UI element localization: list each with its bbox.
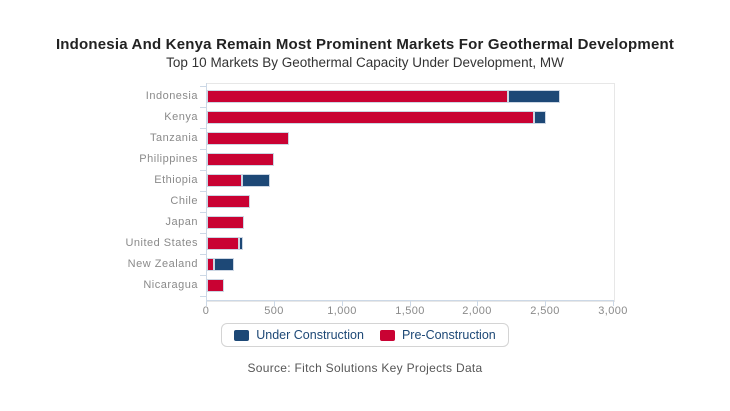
y-axis-tick [200, 190, 206, 192]
category-label-united-states: United States [125, 237, 198, 249]
x-axis-tick [613, 301, 614, 306]
y-axis-tick [200, 253, 206, 255]
bar-under-construction-indonesia [508, 90, 560, 103]
y-axis-tick [200, 274, 206, 276]
y-axis-tick [200, 127, 206, 129]
legend-frame: Under Construction Pre-Construction [221, 323, 509, 347]
bar-pre-construction-philippines [207, 153, 274, 166]
bar-pre-construction-new-zealand [207, 258, 214, 271]
x-tick-label-1500: 1,500 [395, 305, 425, 317]
legend-swatch-under-construction [234, 329, 250, 341]
x-axis-tick [410, 301, 411, 306]
category-label-chile: Chile [170, 195, 198, 207]
category-label-nicaragua: Nicaragua [143, 279, 198, 291]
x-axis-tick [477, 301, 478, 306]
category-label-japan: Japan [165, 216, 198, 228]
x-tick-label-2500: 2,500 [530, 305, 560, 317]
legend: Under Construction Pre-Construction [0, 323, 730, 347]
x-axis-tick [274, 301, 275, 306]
y-axis-line [206, 83, 207, 301]
category-label-kenya: Kenya [164, 111, 198, 123]
bar-pre-construction-kenya [207, 111, 534, 124]
legend-item-pre-construction: Pre-Construction [379, 328, 496, 342]
x-tick-label-500: 500 [264, 305, 284, 317]
legend-item-under-construction: Under Construction [234, 328, 364, 342]
chart-title: Indonesia And Kenya Remain Most Prominen… [55, 36, 675, 53]
legend-swatch-pre-construction [379, 329, 395, 341]
bar-under-construction-united-states [239, 237, 243, 250]
category-label-philippines: Philippines [139, 153, 198, 165]
y-axis-tick [200, 295, 206, 297]
x-axis-tick [206, 301, 207, 306]
x-axis-tick [545, 301, 546, 306]
bar-pre-construction-ethiopia [207, 174, 242, 187]
legend-label-pre-construction: Pre-Construction [401, 328, 496, 342]
y-axis-tick [200, 85, 206, 87]
bar-under-construction-new-zealand [214, 258, 234, 271]
y-axis-tick [200, 232, 206, 234]
legend-label-under-construction: Under Construction [256, 328, 364, 342]
source-note: Source: Fitch Solutions Key Projects Dat… [247, 361, 483, 375]
bar-pre-construction-united-states [207, 237, 239, 250]
x-tick-label-1000: 1,000 [327, 305, 357, 317]
y-axis-tick [200, 106, 206, 108]
chart-subtitle: Top 10 Markets By Geothermal Capacity Un… [166, 55, 564, 70]
bar-pre-construction-nicaragua [207, 279, 224, 292]
x-axis-tick [342, 301, 343, 306]
y-axis-tick [200, 148, 206, 150]
category-label-new-zealand: New Zealand [127, 258, 198, 270]
y-axis-tick [200, 211, 206, 213]
bar-pre-construction-chile [207, 195, 250, 208]
bar-under-construction-kenya [534, 111, 546, 124]
x-tick-label-0: 0 [202, 305, 210, 317]
y-axis-tick [200, 169, 206, 171]
bar-pre-construction-tanzania [207, 132, 289, 145]
bar-pre-construction-indonesia [207, 90, 508, 103]
bar-under-construction-ethiopia [242, 174, 270, 187]
x-tick-label-2000: 2,000 [462, 305, 492, 317]
category-label-indonesia: Indonesia [145, 90, 198, 102]
bar-pre-construction-japan [207, 216, 244, 229]
x-tick-label-3000: 3,000 [598, 305, 628, 317]
x-axis-line [206, 300, 614, 301]
category-label-tanzania: Tanzania [149, 132, 198, 144]
category-label-ethiopia: Ethiopia [154, 174, 198, 186]
